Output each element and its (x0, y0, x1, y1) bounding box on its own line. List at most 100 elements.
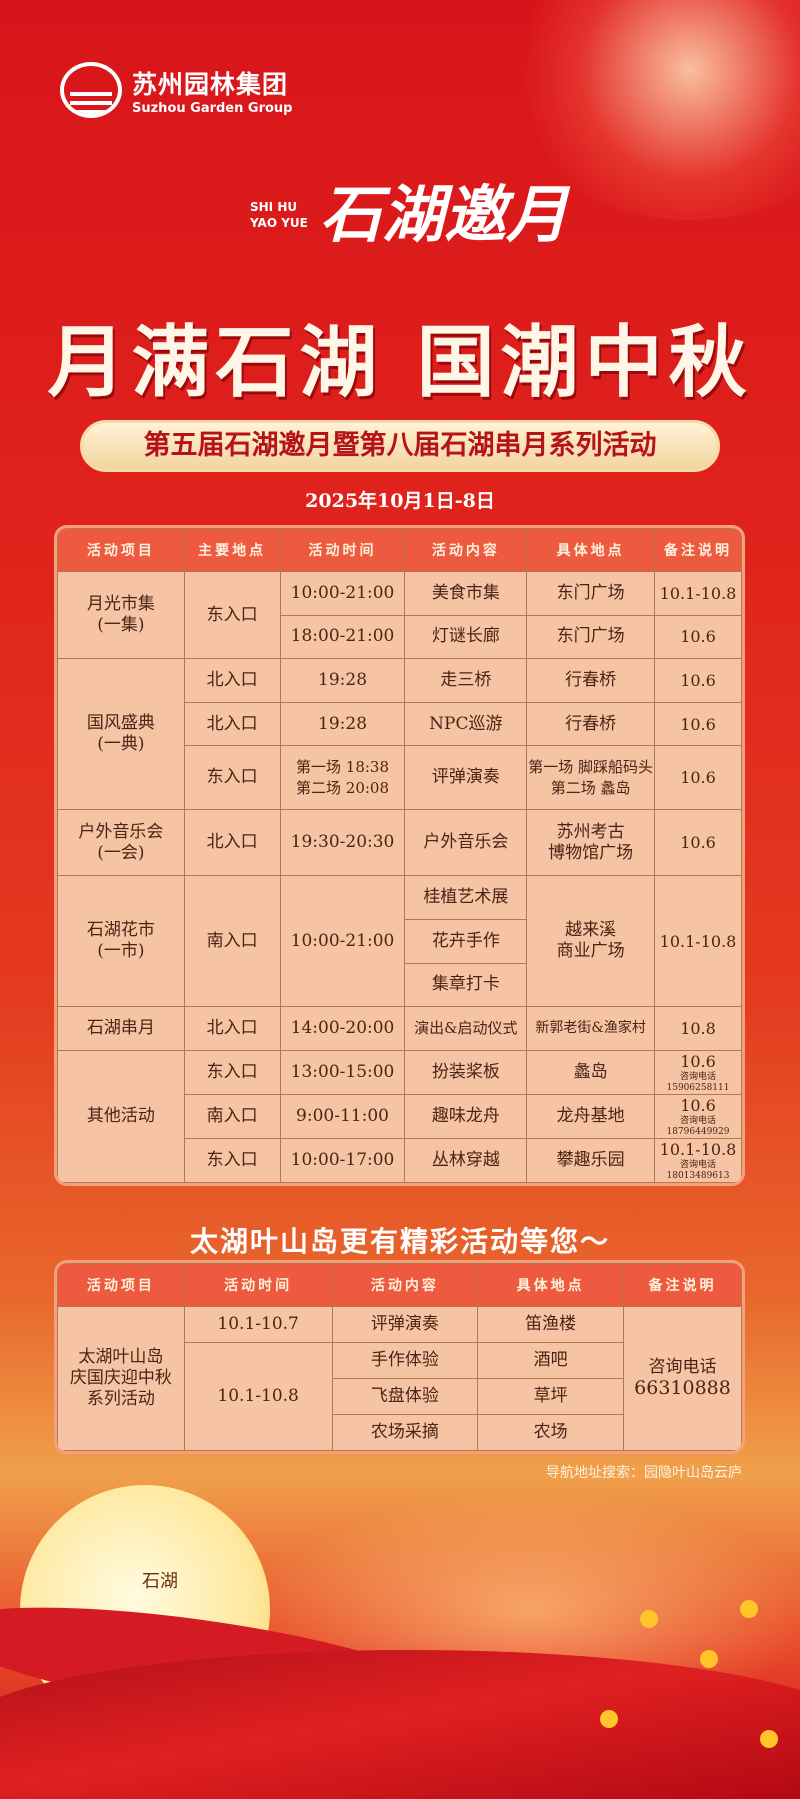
place: 第一场 脚踩船码头 第二场 蠡岛 (526, 745, 655, 811)
activity-name: 户外音乐会 (一会) (57, 809, 185, 877)
phone: 66310888 (634, 1377, 731, 1399)
logo: 苏州园林集团 Suzhou Garden Group (60, 62, 292, 118)
entrance: 东入口 (183, 570, 281, 660)
flower-decoration (740, 1600, 758, 1618)
note: 10.6 (654, 809, 742, 877)
table-row: 10.1-10.8 手作体验 酒吧 (58, 1342, 742, 1451)
time: 10.1-10.8 (183, 1342, 333, 1451)
entrance: 东入口 (183, 745, 281, 811)
header-cell: 活动项目 (57, 1263, 185, 1307)
content: 飞盘体验 (331, 1378, 479, 1415)
time: 10.1-10.7 (183, 1306, 333, 1343)
content: 手作体验 (331, 1342, 479, 1379)
brand-en-1: SHI HU (250, 200, 298, 214)
entrance: 北入口 (183, 809, 281, 877)
subtitle-banner: 第五届石湖邀月暨第八届石湖串月系列活动 (80, 420, 720, 472)
content: 评弹演奏 (331, 1306, 479, 1343)
navigation-note: 导航地址搜索：园隐叶山岛云庐 (546, 1465, 742, 1481)
note: 10.1-10.8 (654, 571, 742, 616)
note: 10.6 咨询电话 15906258111 (654, 1049, 742, 1095)
table-row: 东入口 10:00-17:00 丛林穿越 攀趣乐园 10.1-10.8 咨询电话 1… (58, 1137, 742, 1183)
entrance: 东入口 (183, 1049, 281, 1095)
logo-icon (60, 62, 122, 118)
activity-name: 石湖串月 (57, 1006, 185, 1051)
table-row: 国风盛典 (一典) 北入口 19:28 走三桥 行春桥 10.6 (57, 658, 742, 811)
note: 10.1-10.8 咨询电话 18013489613 (654, 1137, 742, 1183)
content: 桂植艺术展 (404, 875, 528, 920)
content: 演出&启动仪式 (404, 1006, 528, 1051)
time: 9:00-11:00 (279, 1093, 406, 1139)
table-row: 飞盘体验 草坪 (58, 1378, 742, 1415)
table-row: 集章打卡 (58, 962, 742, 1008)
yeshan-table: 活动项目 活动时间 活动内容 具体地点 备注说明 太湖叶山岛 庆国庆迎中秋 系列活动… (57, 1263, 742, 1451)
brand-en-2: YAO YUE (250, 216, 308, 230)
content: 户外音乐会 (404, 809, 528, 877)
place: 东门广场 (526, 614, 655, 660)
time: 19:28 (279, 701, 406, 747)
activity-name: 其他活动 (57, 1049, 185, 1183)
entrance: 南入口 (183, 875, 281, 1008)
flower-decoration (640, 1610, 658, 1628)
entrance: 南入口 (183, 1093, 281, 1139)
place: 东门广场 (526, 571, 655, 616)
entrance: 北入口 (183, 701, 281, 747)
content: 走三桥 (404, 658, 528, 703)
header-cell: 活动内容 (331, 1263, 479, 1307)
phone: 18796449929 (666, 1126, 730, 1137)
header-cell: 具体地点 (477, 1263, 625, 1307)
place: 农场 (477, 1414, 625, 1451)
phone: 15906258111 (666, 1082, 730, 1093)
content: 丛林穿越 (404, 1137, 528, 1183)
content: 评弹演奏 (404, 745, 528, 811)
place: 苏州考古 博物馆广场 (526, 809, 655, 877)
time: 第一场 18:38 第二场 20:08 (279, 745, 406, 811)
note: 10.6 (654, 745, 742, 811)
flower-decoration (760, 1730, 778, 1748)
place: 蠡岛 (526, 1049, 655, 1095)
table-row: 其他活动 东入口 13:00-15:00 扮装桨板 蠡岛 10.6 咨询电话 159… (57, 1049, 742, 1183)
header-cell: 备注说明 (623, 1263, 742, 1307)
table-row: 农场采摘 农场 (58, 1414, 742, 1451)
place: 行春桥 (526, 658, 655, 703)
table-row: 户外音乐会 (一会) 北入口 19:30-20:30 户外音乐会 苏州考古 博物馆广… (57, 809, 742, 877)
place: 越来溪 商业广场 (526, 875, 655, 1008)
note: 10.6 (654, 658, 742, 703)
flower-decoration (700, 1650, 718, 1668)
header-cell: 具体地点 (526, 528, 655, 572)
header-cell: 主要地点 (183, 528, 281, 572)
note: 咨询电话 66310888 (623, 1306, 742, 1451)
headline: 月满石湖 国潮中秋 (47, 317, 753, 408)
logo-en: Suzhou Garden Group (132, 100, 293, 116)
content: 扮装桨板 (404, 1049, 528, 1095)
place: 新郭老街&渔家村 (526, 1006, 655, 1051)
note: 10.8 (654, 1006, 742, 1051)
header-cell: 活动项目 (57, 528, 185, 572)
time: 18:00-21:00 (279, 614, 406, 660)
phone: 18013489613 (666, 1170, 730, 1181)
content: 趣味龙舟 (404, 1093, 528, 1139)
table-header: 活动项目 活动时间 活动内容 具体地点 备注说明 (57, 1263, 742, 1307)
brand-cn: 石湖邀月 (320, 178, 569, 251)
entrance: 东入口 (183, 1137, 281, 1183)
table-row: 花卉手作 (58, 918, 742, 964)
time: 19:28 (279, 658, 406, 703)
header-cell: 活动时间 (279, 528, 406, 572)
place: 行春桥 (526, 701, 655, 747)
activity-name: 太湖叶山岛 庆国庆迎中秋 系列活动 (57, 1306, 185, 1451)
event-date: 2025年10月1日-8日 (305, 490, 495, 512)
activity-name: 月光市集 (一集) (57, 570, 185, 660)
seal-text: 石湖 (142, 1571, 178, 1592)
table-row: 北入口 19:28 NPC巡游 行春桥 10.6 (58, 701, 742, 747)
content: 美食市集 (404, 571, 528, 616)
content: 灯谜长廊 (404, 614, 528, 660)
place: 草坪 (477, 1378, 625, 1415)
place: 龙舟基地 (526, 1093, 655, 1139)
logo-cn: 苏州园林集团 (132, 69, 289, 99)
header-cell: 活动时间 (183, 1263, 333, 1307)
table-row: 太湖叶山岛 庆国庆迎中秋 系列活动 10.1-10.7 评弹演奏 笛渔楼 咨询电话 6… (57, 1306, 742, 1451)
time: 10:00-21:00 (279, 571, 406, 616)
table-row: 石湖花市 (一市) 南入口 10:00-21:00 桂植艺术展 越来溪 商业广场 1… (57, 875, 742, 1008)
table-row: 东入口 第一场 18:38 第二场 20:08 评弹演奏 第一场 脚踩船码头 第二场… (58, 745, 742, 811)
entrance: 北入口 (183, 658, 281, 703)
